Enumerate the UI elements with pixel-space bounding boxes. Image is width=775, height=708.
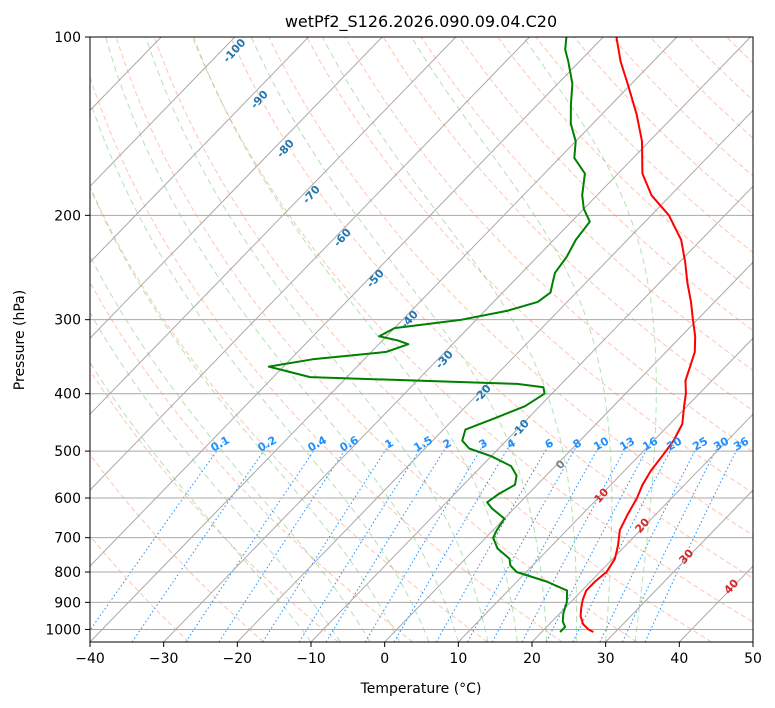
x-tick-label: −40 (75, 651, 105, 667)
dry-adiabat-line (90, 369, 339, 642)
mixing-ratio-line (364, 440, 487, 642)
mixing-ratio-line (325, 440, 451, 642)
y-tick-label: 400 (54, 387, 81, 403)
isotherm-line (90, 37, 457, 415)
moist-adiabat-line (250, 37, 548, 642)
mixing-ratio-line (491, 440, 603, 642)
x-axis-label: Temperature (°C) (360, 681, 482, 697)
isotherm-line (90, 37, 604, 567)
x-tick-label: 50 (744, 651, 762, 667)
moist-adiabat-line (90, 311, 341, 642)
profile-lines (267, 37, 697, 633)
mixing-ratio-line (435, 440, 552, 642)
x-tick-label: 30 (597, 651, 615, 667)
dry-adiabat-line (90, 185, 488, 642)
moist-adiabat-line (523, 37, 657, 642)
x-tick-label: 40 (670, 651, 688, 667)
dry-adiabat-line (90, 75, 563, 642)
moist-adiabat-line (321, 37, 577, 642)
x-axis: −40 −30 −20 −10 0 10 20 30 40 50 (75, 642, 762, 667)
moist-adiabat-line (90, 254, 371, 642)
moist-adiabat-line (145, 37, 489, 642)
x-tick-label: −10 (296, 651, 326, 667)
y-tick-label: 500 (54, 444, 81, 460)
mixing-ratio-line (621, 440, 722, 642)
y-tick-label: 1000 (45, 622, 81, 638)
dry-adiabat-line (230, 37, 753, 579)
mixing-ratio-line (262, 440, 393, 642)
isotherm-line (90, 37, 678, 642)
temperature-line (579, 37, 697, 633)
y-tick-label: 100 (54, 30, 81, 46)
dewpoint-line (267, 37, 591, 633)
x-tick-label: −20 (223, 651, 253, 667)
y-tick-label: 700 (54, 531, 81, 547)
y-tick-label: 600 (54, 491, 81, 507)
x-tick-label: 20 (523, 651, 541, 667)
isotherm-line (531, 413, 753, 642)
isotherm-line (236, 109, 753, 642)
y-axis-label: Pressure (hPa) (12, 290, 28, 390)
dry-adiabat-line (153, 37, 712, 642)
mixing-ratio-line (218, 440, 352, 642)
mixing-ratio-line (298, 440, 426, 642)
isotherm-line (384, 261, 753, 642)
dry-adiabat-line (497, 37, 753, 293)
isotherm-line (605, 489, 753, 642)
x-tick-label: 0 (380, 651, 389, 667)
moist-adiabat-line (90, 99, 430, 642)
dry-adiabat-line (191, 37, 753, 623)
mixing-ratio-line (599, 440, 701, 642)
chart-title: wetPf2_S126.2026.090.09.04.C20 (285, 12, 557, 32)
moist-adiabat-line (410, 37, 613, 642)
y-axis: 100 200 300 400 500 600 700 800 900 1000 (45, 30, 90, 638)
mixing-ratio-line (185, 440, 322, 642)
y-tick-label: 800 (54, 565, 81, 581)
isotherm-line (163, 37, 751, 642)
dry-adiabat-line (90, 281, 414, 642)
isotherm-line (90, 37, 309, 263)
y-tick-label: 900 (54, 595, 81, 611)
dry-adiabat-line (344, 37, 753, 453)
moist-adiabat-line (105, 37, 459, 642)
isotherm-line (90, 37, 530, 491)
isotherm-line (457, 337, 753, 642)
mixing-ratio-line (131, 440, 272, 642)
isotherm-line (90, 37, 383, 339)
x-tick-label: −30 (149, 651, 179, 667)
y-tick-label: 300 (54, 313, 81, 329)
isotherm-line (310, 185, 753, 642)
background-lines (90, 37, 753, 642)
mixing-ratio-line (467, 440, 581, 642)
dry-adiabat-line (90, 535, 190, 642)
dry-adiabat-line (306, 37, 753, 494)
y-tick-label: 200 (54, 208, 81, 224)
dry-adiabat-line (115, 37, 638, 642)
moist-adiabat-line (193, 37, 518, 642)
x-tick-label: 10 (449, 651, 467, 667)
plot-frame (89, 36, 754, 643)
isotherm-line (90, 37, 236, 188)
dry-adiabat-line (420, 37, 753, 372)
